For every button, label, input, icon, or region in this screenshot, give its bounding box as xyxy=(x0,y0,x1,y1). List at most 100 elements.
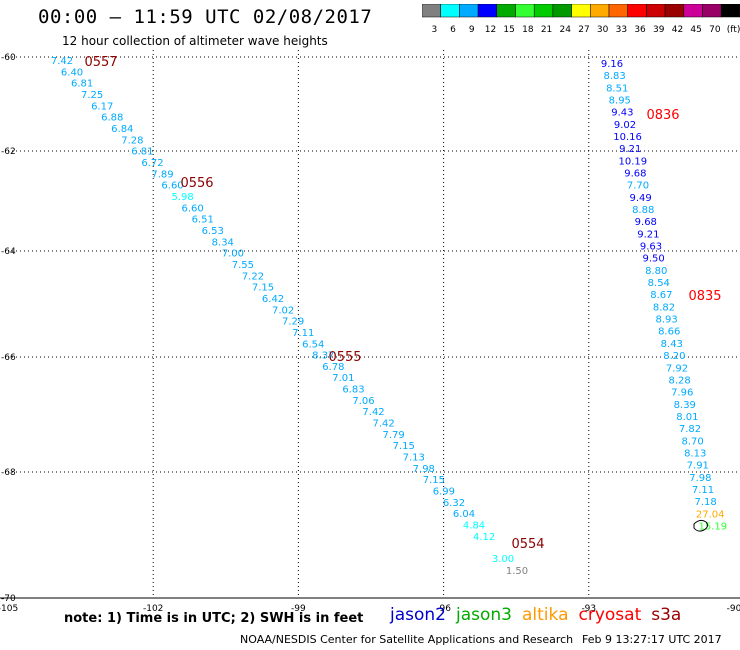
wave-height-label: 6.40 xyxy=(61,67,83,78)
wave-height-label: 8.43 xyxy=(661,339,683,350)
wave-height-label: 7.89 xyxy=(151,169,173,180)
wave-height-label: 9.50 xyxy=(642,254,664,265)
wave-height-label: 7.15 xyxy=(423,475,445,486)
credit-text: NOAA/NESDIS Center for Satellite Applica… xyxy=(240,633,574,646)
wave-height-label: 8.67 xyxy=(650,290,672,301)
wave-height-label: 9.21 xyxy=(619,144,641,155)
legend-label: 9 xyxy=(469,25,475,35)
x-tick-label: -90 xyxy=(727,604,740,614)
wave-height-label: 6.81 xyxy=(71,79,93,90)
wave-height-label: 7.79 xyxy=(383,430,405,441)
wave-height-label: 8.34 xyxy=(212,237,234,248)
legend-label: (ft) xyxy=(727,25,740,35)
satellite-s3a: s3a xyxy=(651,605,682,625)
pass-time-label: 0836 xyxy=(646,108,679,123)
wave-height-label: 6.60 xyxy=(182,203,204,214)
legend-label: 30 xyxy=(597,25,609,35)
wave-height-label: 8.88 xyxy=(632,205,654,216)
wave-height-label: 8.37 xyxy=(312,351,334,362)
legend-label: 70 xyxy=(709,25,721,35)
wave-height-label: 7.92 xyxy=(666,363,688,374)
wave-height-label: 7.91 xyxy=(687,461,709,472)
units-note: note: 1) Time is in UTC; 2) SWH is in fe… xyxy=(64,611,364,626)
y-tick-label: -66 xyxy=(1,353,16,363)
wave-height-label: 6.04 xyxy=(453,509,475,520)
generated-timestamp: Feb 9 13:27:17 UTC 2017 xyxy=(582,633,722,646)
wave-height-label: 7.01 xyxy=(332,373,354,384)
wave-height-label: 6.42 xyxy=(262,294,284,305)
wave-height-label: 9.49 xyxy=(629,193,651,204)
legend-label: 24 xyxy=(560,25,572,35)
wave-height-label: 8.83 xyxy=(603,71,625,82)
pass-time-label: 0554 xyxy=(511,537,544,552)
legend-label: 12 xyxy=(485,25,496,35)
satellite-jason3: jason3 xyxy=(456,605,512,625)
wave-height-label: 9.63 xyxy=(640,242,662,253)
wave-height-label: 8.13 xyxy=(684,448,706,459)
wave-height-label: 7.29 xyxy=(282,317,304,328)
x-tick-label: -96 xyxy=(436,604,451,614)
legend-label: 27 xyxy=(578,25,589,35)
wave-height-label: 7.82 xyxy=(679,424,701,435)
wave-height-label: 5.98 xyxy=(171,192,193,203)
y-tick-label: -70 xyxy=(1,594,16,604)
wave-height-label: 7.15 xyxy=(393,441,415,452)
x-tick-label: -102 xyxy=(143,604,163,614)
legend-label: 18 xyxy=(522,25,534,35)
wave-height-label: 15.19 xyxy=(698,521,727,532)
page-subtitle: 12 hour collection of altimeter wave hei… xyxy=(62,34,328,48)
wave-height-label: 7.70 xyxy=(627,181,649,192)
wave-height-label: 7.06 xyxy=(352,396,374,407)
x-tick-label: -105 xyxy=(0,604,18,614)
wave-height-label: 9.21 xyxy=(637,229,659,240)
wave-height-label: 8.51 xyxy=(606,83,628,94)
wave-height-label: 6.54 xyxy=(302,339,324,350)
wave-height-label: 7.15 xyxy=(252,283,274,294)
wave-height-label: 8.28 xyxy=(668,375,690,386)
wave-height-label: 8.66 xyxy=(658,327,680,338)
wave-height-label: 7.13 xyxy=(403,453,425,464)
wave-height-label: 9.43 xyxy=(611,108,633,119)
wave-height-label: 1.50 xyxy=(506,566,528,577)
wave-height-label: 7.22 xyxy=(242,271,264,282)
wave-height-label: 8.70 xyxy=(681,436,703,447)
legend-label: 39 xyxy=(653,25,665,35)
wave-height-label: 7.42 xyxy=(362,407,384,418)
legend-label: 33 xyxy=(616,25,627,35)
wave-height-label: 10.16 xyxy=(613,132,642,143)
legend-label: 45 xyxy=(690,25,701,35)
wave-height-label: 7.55 xyxy=(232,260,254,271)
y-tick-label: -64 xyxy=(1,247,16,257)
x-tick-label: -99 xyxy=(291,604,306,614)
wave-height-label: 6.78 xyxy=(322,362,344,373)
wave-height-label: 3.00 xyxy=(492,554,514,565)
satellite-jason2: jason2 xyxy=(390,605,446,625)
legend-label: 3 xyxy=(431,25,437,35)
pass-time-label: 0557 xyxy=(84,55,117,70)
legend-label: 36 xyxy=(634,25,646,35)
wave-height-label: 7.02 xyxy=(272,305,294,316)
wave-height-label: 6.60 xyxy=(161,181,183,192)
legend-label: 15 xyxy=(503,25,514,35)
wave-height-label: 8.82 xyxy=(653,302,675,313)
y-tick-label: -60 xyxy=(1,53,16,63)
wave-height-label: 6.84 xyxy=(111,124,133,135)
wave-height-label: 9.68 xyxy=(624,169,646,180)
wave-height-label: 7.00 xyxy=(222,249,244,260)
wave-height-label: 9.16 xyxy=(601,59,623,70)
wave-height-label: 8.39 xyxy=(674,400,696,411)
wave-height-label: 9.02 xyxy=(614,120,636,131)
satellite-legend: jason2 jason3 altika cryosat s3a xyxy=(390,605,691,625)
wave-height-label: 8.54 xyxy=(648,278,670,289)
wave-height-label: 6.17 xyxy=(91,101,113,112)
wave-height-label: 7.98 xyxy=(413,464,435,475)
y-tick-label: -62 xyxy=(1,147,16,157)
wave-height-label: 6.99 xyxy=(433,487,455,498)
wave-height-label: 8.80 xyxy=(645,266,667,277)
wave-height-label: 6.83 xyxy=(342,385,364,396)
wave-height-label: 6.51 xyxy=(192,215,214,226)
wave-height-label: 7.18 xyxy=(694,497,716,508)
satellite-altika: altika xyxy=(522,605,569,625)
wave-height-label: 8.93 xyxy=(655,315,677,326)
